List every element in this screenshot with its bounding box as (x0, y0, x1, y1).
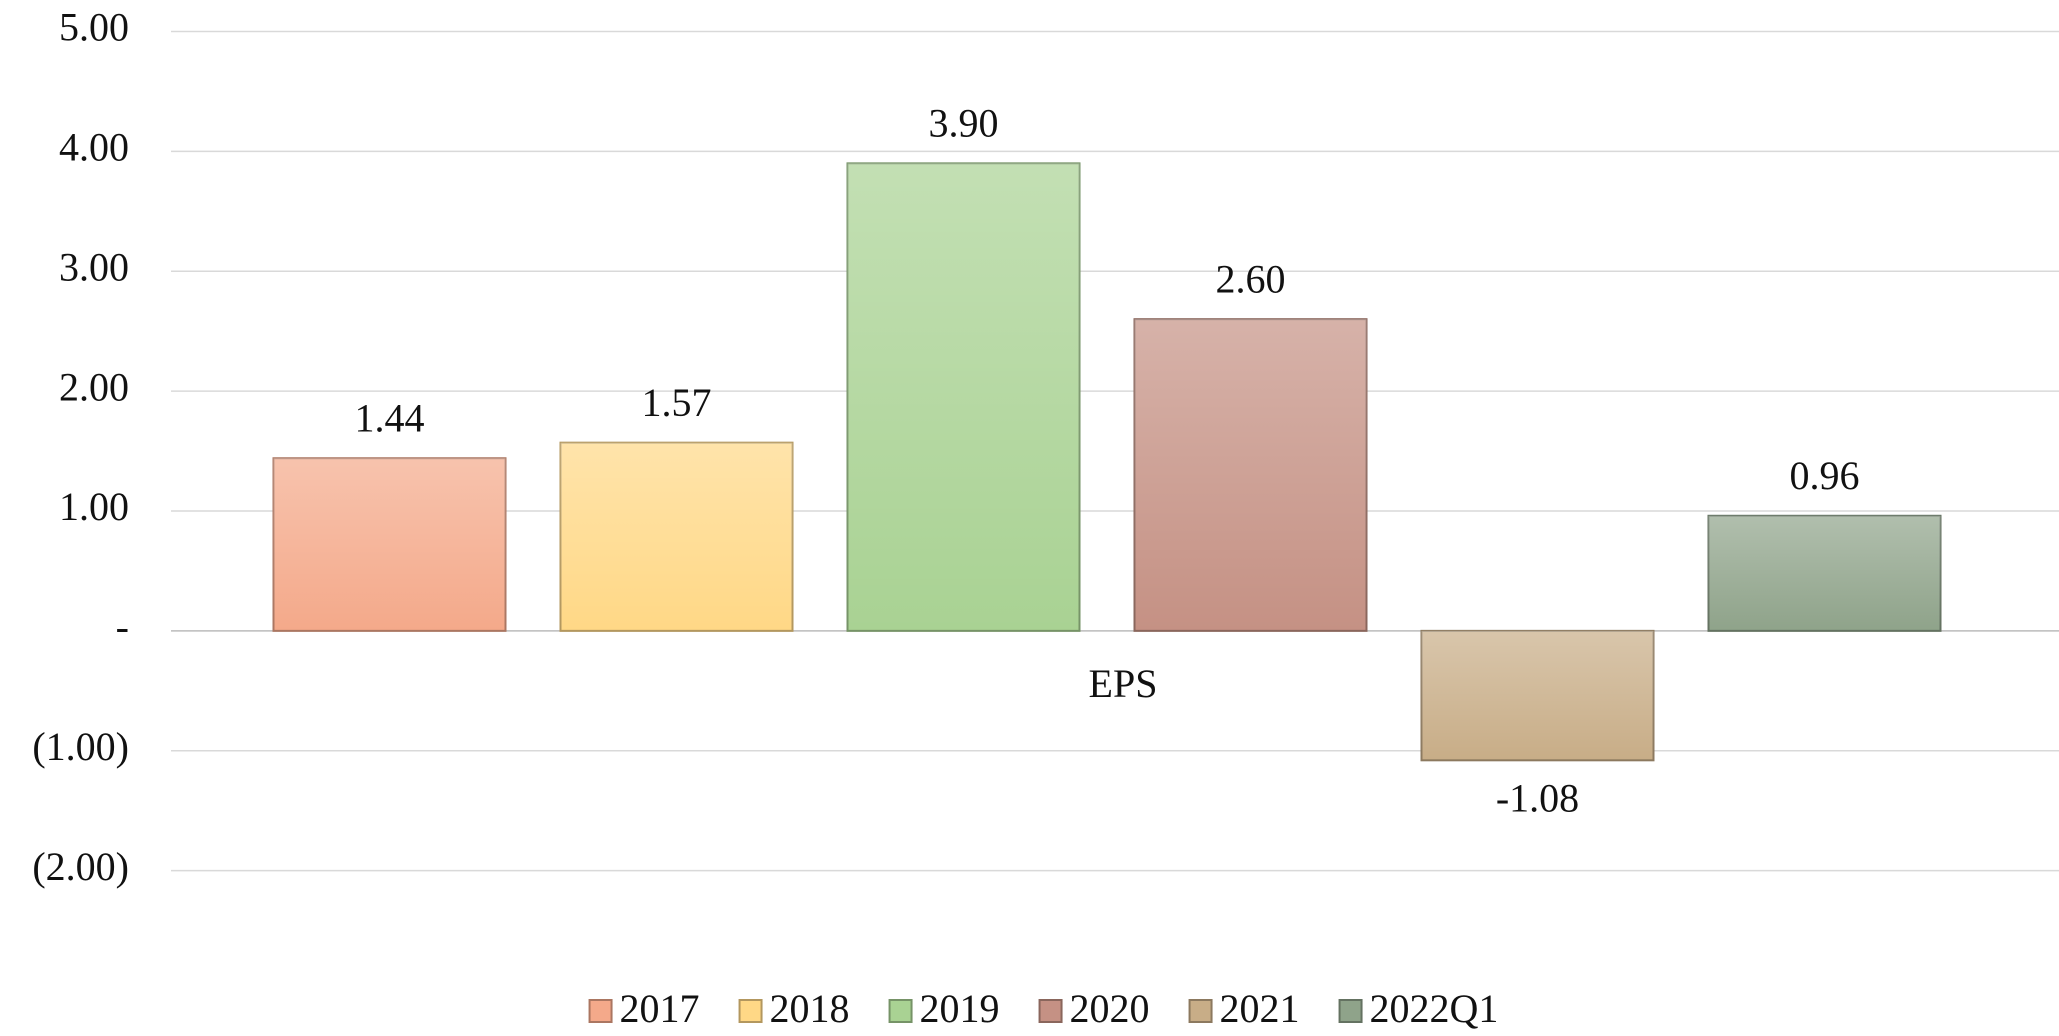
bar-sheen (1421, 630, 1654, 761)
y-tick-label: 3.00 (59, 244, 129, 289)
y-tick-label: (2.00) (32, 844, 129, 889)
bar-sheen (847, 163, 1080, 631)
bar-sheen (273, 458, 506, 631)
legend-swatch (888, 999, 913, 1023)
y-tick-label: 4.00 (59, 125, 129, 170)
bar-sheen (1134, 319, 1367, 631)
legend-label: 2022Q1 (1370, 986, 1499, 1031)
y-tick-label: - (116, 604, 129, 649)
x-tick-label: EPS (1089, 661, 1158, 706)
y-tick-label: 5.00 (59, 5, 129, 50)
legend-label: 2021 (1220, 986, 1300, 1031)
legend-label: 2017 (620, 986, 700, 1031)
legend-swatch (1338, 999, 1363, 1023)
legend-swatch (1188, 999, 1213, 1023)
data-label: -1.08 (1496, 775, 1579, 820)
legend-swatch (738, 999, 763, 1023)
legend-label: 2020 (1070, 986, 1150, 1031)
bar-sheen (1708, 515, 1941, 631)
y-tick-label: 2.00 (59, 364, 129, 409)
legend-swatch (1038, 999, 1063, 1023)
legend-label: 2018 (770, 986, 850, 1031)
legend-label: 2019 (920, 986, 1000, 1031)
y-tick-label: (1.00) (32, 724, 129, 769)
data-label: 1.44 (355, 395, 425, 440)
data-label: 1.57 (642, 380, 712, 425)
data-label: 2.60 (1216, 256, 1286, 301)
legend-swatch (588, 999, 613, 1023)
y-tick-label: 1.00 (59, 484, 129, 529)
data-label: 0.96 (1790, 453, 1860, 498)
data-label: 3.90 (929, 101, 999, 146)
bar-sheen (560, 442, 793, 631)
